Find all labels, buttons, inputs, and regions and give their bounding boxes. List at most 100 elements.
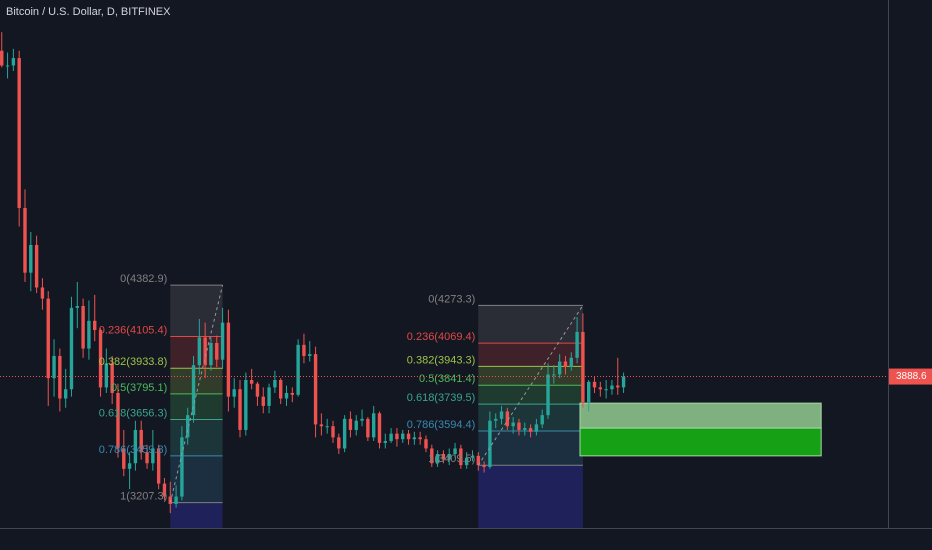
candle-body	[621, 376, 626, 388]
fib-extension-zone	[478, 465, 583, 528]
candle-body	[87, 320, 91, 349]
candle-body	[98, 330, 103, 388]
candle-body	[133, 429, 138, 464]
fib-level-label: 0(4273.3)	[428, 293, 475, 305]
candle-body	[348, 418, 353, 430]
candle-body	[331, 426, 335, 438]
candle-body	[139, 429, 143, 453]
candle-body	[191, 365, 196, 416]
candle-body	[494, 418, 498, 421]
fib-zone	[170, 455, 223, 503]
fib-zone	[170, 419, 223, 456]
position-zone	[579, 402, 822, 429]
candle-body	[116, 392, 120, 449]
candle-body	[587, 381, 591, 403]
candle-body	[75, 305, 79, 308]
fib-zone	[478, 305, 583, 344]
candle-body	[127, 463, 132, 469]
candle-body	[69, 307, 74, 390]
candle-body	[302, 344, 306, 356]
candle-body	[93, 320, 97, 331]
fib-extension-zone	[170, 502, 223, 528]
candle-body	[0, 50, 4, 66]
candle-body	[528, 428, 533, 432]
candle-body	[412, 437, 417, 440]
fib-trend-line	[477, 305, 584, 466]
candle-body	[395, 433, 399, 440]
candle-body	[616, 385, 620, 388]
candle-body	[296, 344, 300, 395]
candle-body	[546, 374, 550, 416]
fib-level-label: 0.786(3459.8)	[99, 444, 168, 456]
candle-body	[81, 305, 85, 349]
candle-body	[63, 389, 68, 399]
candle-body	[174, 496, 178, 504]
candle-body	[447, 453, 451, 460]
fib-zone	[478, 385, 583, 405]
position-zone	[579, 427, 822, 457]
candle-body	[255, 383, 260, 397]
fib-zone	[478, 343, 583, 367]
fib-level-label: 0.236(4105.4)	[99, 324, 168, 336]
fib-level-label: 0.5(3841.4)	[419, 373, 475, 385]
candle-body	[499, 411, 504, 419]
fib-level-label: 0.618(3739.5)	[407, 392, 476, 404]
candle-body	[418, 437, 422, 440]
candle-body	[511, 422, 515, 427]
candle-body	[104, 363, 109, 388]
candle-body	[523, 428, 527, 430]
fib-level-label: 1(3207.3)	[120, 491, 167, 503]
chart-title: Bitcoin / U.S. Dollar, D, BITFINEX	[6, 6, 171, 18]
candle-body	[401, 433, 405, 440]
candle-body	[226, 322, 231, 397]
overlay: 0(4382.9) 0.236(4105.4) 0.382(3933.8) 0.5(3…	[0, 273, 888, 503]
candle-body	[435, 453, 440, 464]
candle-body	[389, 433, 393, 442]
candle-body	[151, 448, 155, 464]
candle-body	[406, 433, 411, 440]
candle-body	[581, 331, 585, 403]
candle-body	[540, 415, 544, 425]
candle-body	[470, 455, 475, 458]
fib-level-label: 0.5(3795.1)	[111, 382, 167, 394]
candles	[0, 32, 626, 514]
candle-body	[476, 455, 480, 466]
candle-body	[220, 322, 225, 360]
candle-body	[215, 342, 219, 360]
candle-body	[46, 298, 50, 379]
candle-body	[238, 389, 242, 430]
candle-body	[430, 448, 434, 464]
candle-body	[424, 439, 428, 449]
candle-body	[197, 337, 202, 366]
candle-body	[441, 453, 446, 460]
candle-body	[156, 448, 161, 484]
fib-level-label: 0.382(3943.3)	[407, 354, 476, 366]
candle-body	[610, 385, 614, 390]
candle-body	[534, 424, 539, 432]
candle-body	[249, 379, 254, 384]
candle-body	[145, 452, 149, 464]
candle-body	[273, 379, 277, 388]
candle-body	[569, 357, 573, 368]
candle-body	[29, 244, 33, 273]
last-price-label: 3888.6	[896, 371, 927, 382]
candle-body	[592, 381, 597, 388]
candle-body	[244, 379, 248, 430]
fib-zone	[170, 393, 223, 420]
candle-body	[180, 437, 184, 497]
candle-body	[371, 413, 376, 438]
candle-body	[453, 448, 457, 454]
candle-body	[11, 58, 16, 66]
candle-body	[40, 287, 45, 299]
candle-body	[552, 374, 556, 376]
candle-body	[598, 387, 603, 390]
candle-body	[354, 420, 358, 430]
candle-body	[488, 420, 492, 467]
candle-body	[110, 363, 114, 393]
candle-body	[122, 448, 126, 469]
candle-body	[360, 418, 364, 421]
candle-body	[232, 389, 236, 397]
candle-body	[342, 418, 347, 449]
fib-level-label: 0.382(3933.8)	[99, 356, 168, 368]
